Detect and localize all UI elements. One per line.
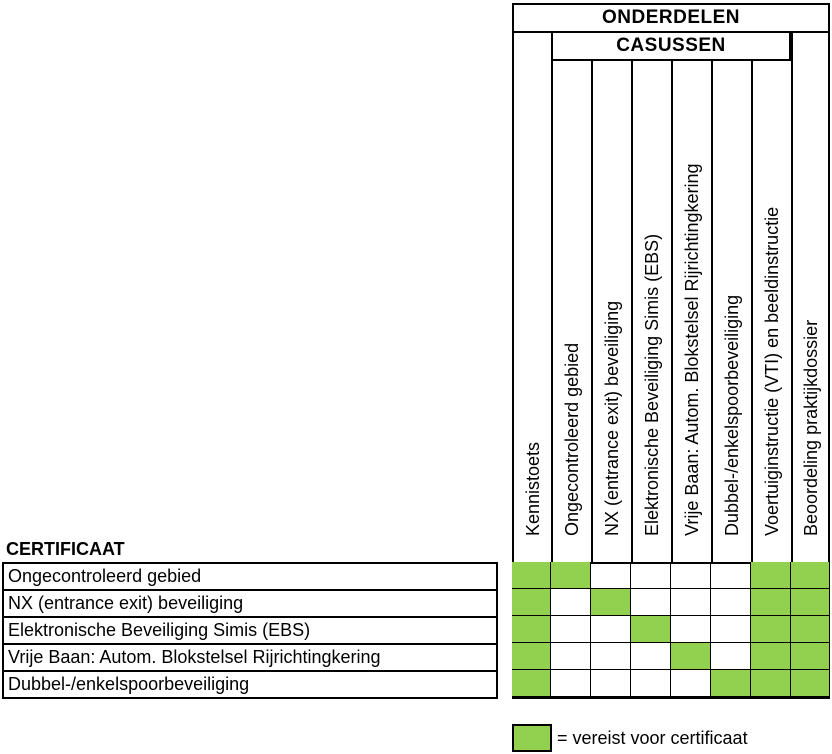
column-header: NX (entrance exit) beveiliging xyxy=(591,61,631,564)
empty-cell xyxy=(671,589,711,616)
empty-cell xyxy=(631,589,671,616)
column-header-label: Elektronische Beveiliging Simis (EBS) xyxy=(642,233,662,536)
certificaat-row-label: Dubbel-/enkelspoorbeveiliging xyxy=(2,670,498,699)
requirement-grid xyxy=(512,562,830,699)
required-cell xyxy=(512,670,551,697)
empty-cell xyxy=(711,616,751,643)
empty-cell xyxy=(591,670,631,697)
empty-cell xyxy=(551,616,591,643)
required-cell xyxy=(512,562,551,589)
empty-cell xyxy=(711,643,751,670)
empty-cell xyxy=(591,562,631,589)
required-cell xyxy=(512,643,551,670)
empty-cell xyxy=(551,643,591,670)
required-cell xyxy=(711,670,751,697)
onderdelen-label: ONDERDELEN xyxy=(601,7,740,28)
certificaat-row-label: NX (entrance exit) beveiliging xyxy=(2,589,498,618)
certificaat-row-label: Vrije Baan: Autom. Blokstelsel Rijrichti… xyxy=(2,643,498,672)
column-header-label: Ongecontroleerd gebied xyxy=(562,342,582,536)
required-cell xyxy=(791,589,830,616)
required-cell xyxy=(751,670,791,697)
column-header: Beoordeling praktijkdossier xyxy=(791,31,830,564)
required-cell xyxy=(791,670,830,697)
required-cell xyxy=(751,643,791,670)
column-header: Elektronische Beveiliging Simis (EBS) xyxy=(631,61,671,564)
required-cell xyxy=(512,589,551,616)
required-cell xyxy=(591,589,631,616)
certificaat-title: CERTIFICAAT xyxy=(6,539,125,559)
empty-cell xyxy=(591,616,631,643)
required-cell xyxy=(551,562,591,589)
legend-text: = vereist voor certificaat xyxy=(557,728,748,748)
column-header-label: Vrije Baan: Autom. Blokstelsel Rijrichti… xyxy=(682,163,702,537)
empty-cell xyxy=(671,670,711,697)
empty-cell xyxy=(671,562,711,589)
required-cell xyxy=(791,643,830,670)
required-cell xyxy=(512,616,551,643)
required-cell xyxy=(671,643,711,670)
onderdelen-header: ONDERDELEN xyxy=(512,3,830,33)
empty-cell xyxy=(631,562,671,589)
empty-cell xyxy=(711,562,751,589)
certificaat-row-label: Elektronische Beveiliging Simis (EBS) xyxy=(2,616,498,645)
column-header: Dubbel-/enkelspoorbeveiliging xyxy=(711,61,751,564)
empty-cell xyxy=(551,670,591,697)
column-header: Kennistoets xyxy=(512,31,551,564)
certificaat-row-label: Ongecontroleerd gebied xyxy=(2,562,498,591)
casussen-header: CASUSSEN xyxy=(551,31,791,61)
legend-swatch xyxy=(512,724,552,752)
column-header: Ongecontroleerd gebied xyxy=(551,61,591,564)
empty-cell xyxy=(631,643,671,670)
required-cell xyxy=(631,616,671,643)
empty-cell xyxy=(591,643,631,670)
empty-cell xyxy=(551,589,591,616)
required-cell xyxy=(791,562,830,589)
column-header-label: Kennistoets xyxy=(522,441,543,536)
column-header: Vrije Baan: Autom. Blokstelsel Rijrichti… xyxy=(671,61,711,564)
empty-cell xyxy=(711,589,751,616)
column-header-label: Beoordeling praktijkdossier xyxy=(800,319,821,536)
casussen-label: CASUSSEN xyxy=(616,35,726,56)
empty-cell xyxy=(671,616,711,643)
required-cell xyxy=(751,589,791,616)
column-header-label: Dubbel-/enkelspoorbeveiliging xyxy=(722,294,742,536)
required-cell xyxy=(791,616,830,643)
required-cell xyxy=(751,616,791,643)
column-header-label: NX (entrance exit) beveiliging xyxy=(602,300,622,536)
column-header-label: Voertuiginstructie (VTI) en beeldinstruc… xyxy=(762,206,782,536)
empty-cell xyxy=(631,670,671,697)
column-header: Voertuiginstructie (VTI) en beeldinstruc… xyxy=(751,61,791,564)
required-cell xyxy=(751,562,791,589)
